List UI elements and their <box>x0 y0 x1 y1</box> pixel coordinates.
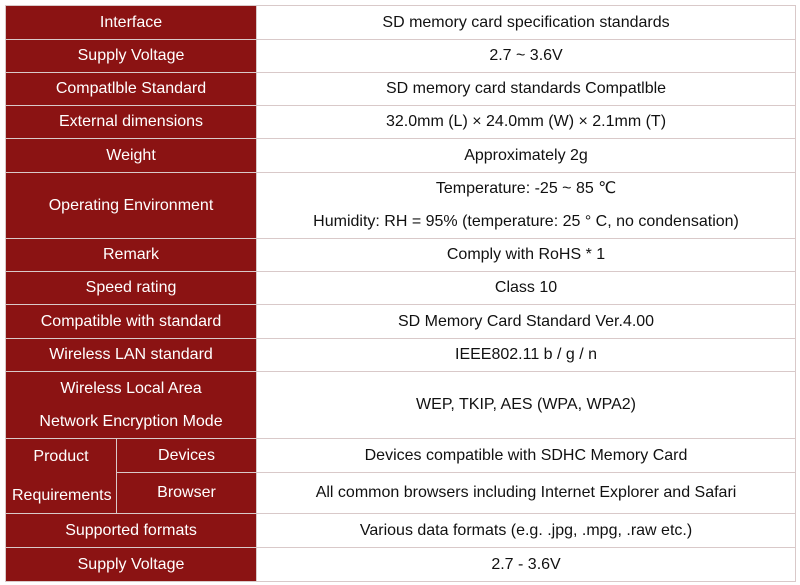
table-row: Supply Voltage 2.7 ~ 3.6V <box>4 39 797 73</box>
label-line: Requirements <box>12 486 112 504</box>
label-supply-voltage-2: Supply Voltage <box>4 547 258 582</box>
label-line: Wireless Local Area <box>60 379 202 397</box>
value-supported-formats: Various data formats (e.g. .jpg, .mpg, .… <box>256 513 797 548</box>
value-speed-rating: Class 10 <box>256 271 797 305</box>
value-compatible-with-standard: SD Memory Card Standard Ver.4.00 <box>256 304 797 339</box>
value-supply-voltage: 2.7 ~ 3.6V <box>256 39 797 73</box>
value-compatible-standard: SD memory card standards Compatlble <box>256 72 797 106</box>
label-compatible-standard: Compatlble Standard <box>4 72 258 106</box>
table-row: Interface SD memory card specification s… <box>4 5 797 40</box>
label-interface: Interface <box>4 5 258 40</box>
label-compatible-with-standard: Compatible with standard <box>4 304 258 339</box>
label-line: Network Encryption Mode <box>39 412 223 430</box>
value-devices: Devices compatible with SDHC Memory Card <box>256 438 797 473</box>
humidity-text: Humidity: RH = 95% (temperature: 25 ° C,… <box>313 213 739 230</box>
temperature-text: Temperature: -25 ~ 85 ℃ <box>435 180 617 197</box>
label-encryption-mode: Wireless Local Area Network Encryption M… <box>4 371 258 439</box>
label-operating-environment: Operating Environment <box>4 172 258 239</box>
spec-table: Interface SD memory card specification s… <box>4 5 797 582</box>
table-row: Supported formats Various data formats (… <box>4 513 797 548</box>
table-row: Operating Environment Temperature: -25 ~… <box>4 172 797 239</box>
table-row: Compatible with standard SD Memory Card … <box>4 304 797 339</box>
value-operating-environment: Temperature: -25 ~ 85 ℃ Humidity: RH = 9… <box>256 172 797 239</box>
label-remark: Remark <box>4 238 258 272</box>
label-wireless-lan-standard: Wireless LAN standard <box>4 338 258 372</box>
value-browser: All common browsers including Internet E… <box>256 472 797 514</box>
label-speed-rating: Speed rating <box>4 271 258 305</box>
table-row: Speed rating Class 10 <box>4 271 797 305</box>
table-row: Product Requirements Devices Devices com… <box>5 438 797 514</box>
table-row: Wireless LAN standard IEEE802.11 b / g /… <box>4 338 797 372</box>
line-spacer <box>12 467 110 486</box>
value-weight: Approximately 2g <box>256 138 797 173</box>
table-row: Remark Comply with RoHS * 1 <box>4 238 797 272</box>
label-external-dimensions: External dimensions <box>4 105 258 139</box>
label-supported-formats: Supported formats <box>4 513 258 548</box>
label-browser: Browser <box>115 472 258 514</box>
value-external-dimensions: 32.0mm (L) × 24.0mm (W) × 2.1mm (T) <box>256 105 797 139</box>
label-product-requirements: Product Requirements <box>5 438 117 514</box>
label-supply-voltage: Supply Voltage <box>4 39 258 73</box>
table-row: Wireless Local Area Network Encryption M… <box>4 371 797 439</box>
table-row: Browser All common browsers including In… <box>6 472 797 514</box>
line-spacer <box>263 199 789 212</box>
value-interface: SD memory card specification standards <box>256 5 797 40</box>
table-row: Supply Voltage 2.7 - 3.6V <box>4 547 797 582</box>
line-spacer <box>12 399 250 412</box>
value-remark: Comply with RoHS * 1 <box>256 238 797 272</box>
label-line: Product <box>33 447 89 465</box>
label-weight: Weight <box>4 138 258 173</box>
table-row: External dimensions 32.0mm (L) × 24.0mm … <box>4 105 797 139</box>
value-wireless-lan-standard: IEEE802.11 b / g / n <box>256 338 797 372</box>
value-encryption-mode: WEP, TKIP, AES (WPA, WPA2) <box>256 371 797 439</box>
table-row: Compatlble Standard SD memory card stand… <box>4 72 797 106</box>
table-row: Weight Approximately 2g <box>4 138 797 173</box>
value-supply-voltage-2: 2.7 - 3.6V <box>256 547 797 582</box>
label-devices: Devices <box>115 438 258 473</box>
